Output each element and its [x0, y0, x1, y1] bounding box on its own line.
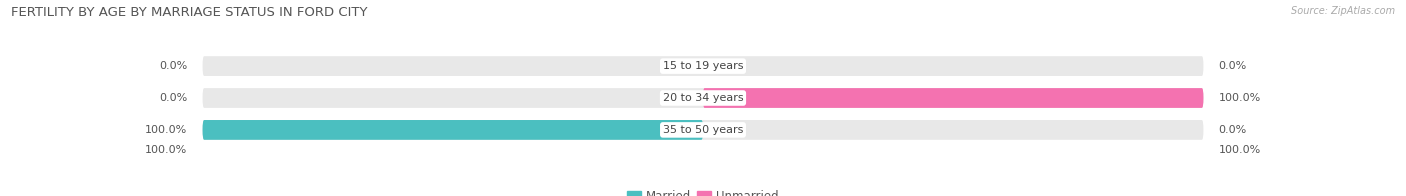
Text: FERTILITY BY AGE BY MARRIAGE STATUS IN FORD CITY: FERTILITY BY AGE BY MARRIAGE STATUS IN F…	[11, 6, 368, 19]
Text: 35 to 50 years: 35 to 50 years	[662, 125, 744, 135]
FancyBboxPatch shape	[202, 88, 1204, 108]
FancyBboxPatch shape	[703, 88, 1204, 108]
Text: 100.0%: 100.0%	[145, 145, 187, 155]
Text: 100.0%: 100.0%	[1219, 145, 1261, 155]
Text: 15 to 19 years: 15 to 19 years	[662, 61, 744, 71]
Legend: Married, Unmarried: Married, Unmarried	[623, 185, 783, 196]
Text: Source: ZipAtlas.com: Source: ZipAtlas.com	[1291, 6, 1395, 16]
Text: 0.0%: 0.0%	[1219, 125, 1247, 135]
Text: 0.0%: 0.0%	[159, 93, 187, 103]
FancyBboxPatch shape	[202, 56, 1204, 76]
Text: 100.0%: 100.0%	[145, 125, 187, 135]
Text: 0.0%: 0.0%	[1219, 61, 1247, 71]
FancyBboxPatch shape	[202, 120, 703, 140]
Text: 20 to 34 years: 20 to 34 years	[662, 93, 744, 103]
FancyBboxPatch shape	[202, 120, 1204, 140]
Text: 0.0%: 0.0%	[159, 61, 187, 71]
Text: 100.0%: 100.0%	[1219, 93, 1261, 103]
